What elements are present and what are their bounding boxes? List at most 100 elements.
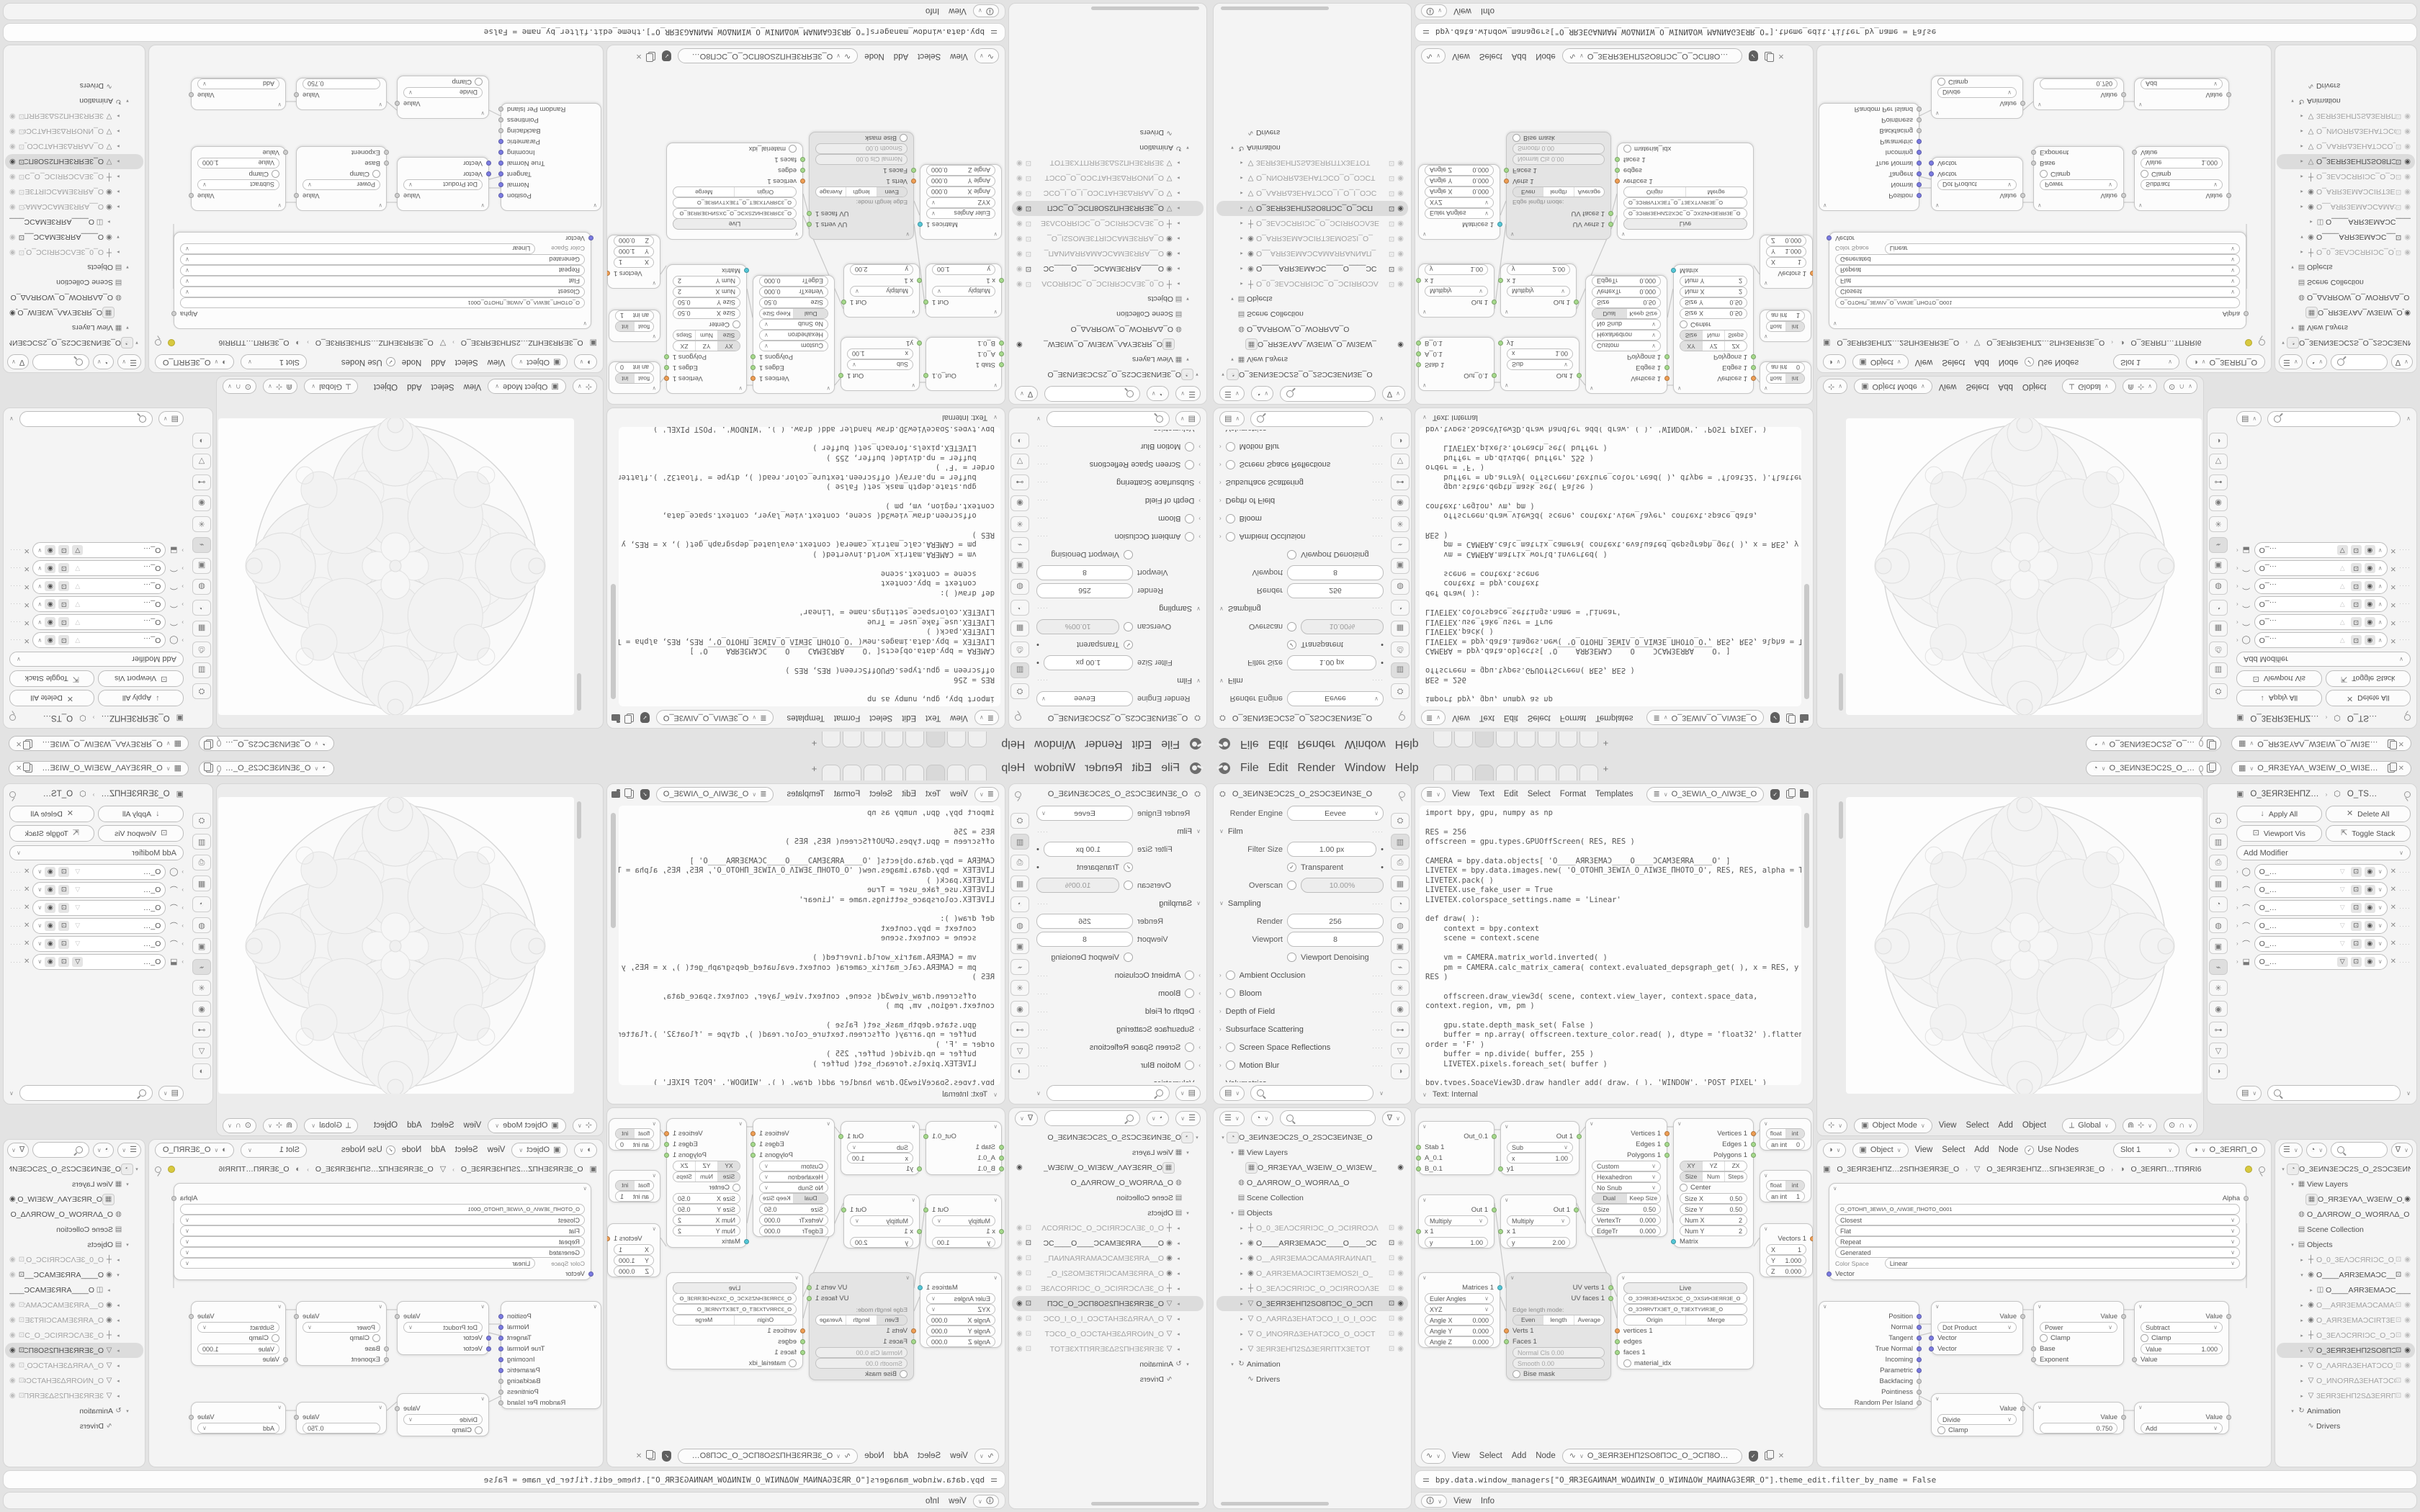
socket-output-dot[interactable] (498, 107, 503, 112)
node-tree-datablock[interactable]: ∿∨ O_3EЯR3EHП2SO8ПƆC_O_ƆCП8OS2ПH3EЯR3E_O (1561, 1448, 1742, 1464)
enum-select[interactable]: Custom ∨ (759, 1161, 828, 1171)
socket-output-dot[interactable] (1917, 1314, 1922, 1319)
node-menu-select[interactable]: Select (918, 1452, 941, 1460)
outliner-item[interactable]: ▾◔O_3EИN3EƆC2S_O_2SƆC3EИN3E_O (5, 336, 143, 351)
enum-select[interactable]: Linear ∨ (180, 1258, 536, 1269)
outliner-search-input[interactable] (32, 354, 89, 370)
prop-checkbox[interactable]: Viewport Denoising (1287, 550, 1384, 559)
segmented-buttons[interactable]: float int (615, 321, 654, 332)
drag-dots-icon[interactable]: ···· (9, 582, 21, 590)
socket-input-dot[interactable] (917, 1229, 922, 1234)
tab-modifiers[interactable]: ⌁ (1391, 537, 1410, 553)
viewport-menu-object[interactable]: Object (373, 1121, 398, 1130)
camera-badge-icon[interactable]: ◉ (1016, 204, 1023, 212)
node[interactable]: ∨ Value Subtract ∨ Clamp Value 1.000 Value (2132, 146, 2231, 211)
expand-icon[interactable]: ▸ (117, 143, 120, 149)
tab-tool[interactable]: ⛭ (1010, 813, 1029, 829)
modifier-row[interactable]: › ⌒ O_… ▽ ⊡ ◉ ∨ ✕ ···· (2231, 577, 2416, 595)
pin-icon[interactable] (2198, 740, 2203, 747)
render-toggle[interactable]: ◉ (45, 956, 56, 967)
section-subsurface-scattering[interactable]: › Subsurface Scattering ···· (1214, 1020, 1389, 1038)
enum-select[interactable]: Divide ∨ (1937, 87, 2017, 98)
outliner-item[interactable]: ▸┼O_0_3EΛƆCЯRIƆC_O_ƆCIЯROƆΛ⊡◉ (5, 245, 143, 260)
checkbox[interactable] (789, 1359, 797, 1367)
render-toggle[interactable]: ◉ (2364, 581, 2375, 592)
socket-input-dot[interactable] (1504, 168, 1509, 173)
number-field[interactable]: y 1.00 (1425, 264, 1488, 275)
use-nodes-checkbox[interactable]: ✓ Use Nodes (341, 1145, 395, 1155)
tab-particles[interactable]: ✳ (192, 516, 211, 532)
node[interactable]: ∨ Value Add ∨ (189, 78, 286, 110)
close-icon[interactable]: ✕ (1778, 52, 1785, 60)
editor-type-button[interactable]: ∿ ∨ (974, 1448, 999, 1464)
monitor-icon[interactable]: ⊡ (1388, 1224, 1395, 1232)
socket-output-dot[interactable] (498, 1336, 503, 1341)
apply-all-button[interactable]: ↓ Apply All (98, 806, 184, 822)
socket-output-dot[interactable] (1917, 1325, 1922, 1330)
camera-badge-icon[interactable]: ◉ (2404, 1377, 2411, 1385)
outliner-item[interactable]: ▸▽O_3EЯR3EHП2SO8ПƆC_O_ƆCП⊡◉ (2277, 1343, 2415, 1358)
enum-select[interactable]: Closest ∨ (1835, 287, 2240, 297)
enum-select[interactable]: Repeat ∨ (1835, 1236, 2240, 1247)
text-menu-format[interactable]: Format (833, 790, 861, 798)
realtime-toggle[interactable]: ⊡ (2350, 599, 2362, 610)
outliner-item[interactable]: ▸▽O_3EЯR3EHП2SO8ПƆC_O_ƆCП⊡◉ (1216, 201, 1408, 216)
collapse-icon[interactable]: ▾ (1186, 356, 1189, 362)
segment-button[interactable]: Average (1577, 189, 1601, 196)
collapse-icon[interactable]: ∨ (480, 110, 485, 117)
camera-badge-icon[interactable]: ◉ (9, 188, 16, 196)
socket-output-dot[interactable] (1664, 354, 1670, 359)
camera-view-region[interactable] (218, 418, 574, 715)
camera-badge-icon[interactable]: ◉ (1016, 1224, 1023, 1232)
tab-render[interactable]: ▥ (1010, 834, 1029, 850)
modifier-name-field[interactable]: O_… ▽ ⊡ ◉ ∨ (32, 632, 166, 649)
socket-output-dot[interactable] (664, 1142, 669, 1147)
socket-output-dot[interactable] (1751, 1131, 1756, 1136)
enum-select[interactable]: Hexahedron ∨ (1592, 1171, 1661, 1182)
display-mode-button[interactable]: ▤ ∨ (2236, 411, 2262, 427)
realtime-toggle[interactable]: ⊡ (2350, 563, 2362, 574)
expand-icon[interactable]: ▸ (2300, 174, 2303, 179)
pin-icon[interactable] (1015, 714, 1021, 721)
expand-icon[interactable]: ▸ (117, 113, 120, 119)
socket-input-dot[interactable] (486, 1336, 491, 1341)
segmented-buttons[interactable]: Size Num Steps (1680, 330, 1747, 341)
outliner-item[interactable]: ▾ ▤ Objects (5, 260, 143, 275)
modifier-name-field[interactable]: O_… ▽ ⊡ ◉ ∨ (32, 542, 166, 559)
section-toggle[interactable] (1225, 532, 1235, 541)
segmented-buttons[interactable]: Origin Merge (1623, 186, 1747, 197)
segment-button[interactable]: Merge (695, 1316, 713, 1323)
section-toggle[interactable] (1185, 971, 1195, 980)
collapse-icon[interactable]: ∨ (652, 1120, 657, 1127)
prop-field[interactable]: 1.00 px (1287, 842, 1377, 857)
chevron-down-icon[interactable]: ∨ (2378, 583, 2383, 590)
segment-button[interactable]: Keep Size (1629, 310, 1658, 318)
socket-output-dot[interactable] (750, 1153, 756, 1158)
checkbox[interactable] (372, 1334, 380, 1342)
editor-type-button[interactable]: ≣ ∨ (1421, 786, 1446, 802)
outliner-item[interactable]: ∿ Drivers (2277, 78, 2415, 94)
outliner-item[interactable]: ▸◉O_AЯR3EMAƆCIRT3EMOS2I_O_⊡◉ (1012, 231, 1204, 246)
collapse-icon[interactable]: ▾ (117, 1272, 120, 1278)
outliner-item[interactable]: ▾ ↻ Animation (2277, 1403, 2415, 1418)
collapse-icon[interactable]: ∨ (1422, 309, 1427, 315)
segmented-buttons[interactable]: Origin Merge (673, 1315, 797, 1326)
expand-icon[interactable]: ▸ (1240, 175, 1243, 181)
node-menu-add[interactable]: Add (1511, 52, 1527, 60)
socket-input-dot[interactable] (1827, 1272, 1832, 1277)
expand-icon[interactable]: ▸ (2300, 1348, 2303, 1354)
modifier-row[interactable]: › ⌒ O_… ▽ ⊡ ◉ ∨ ✕ ···· (4, 613, 189, 631)
camera-badge-icon[interactable]: ◉ (2404, 112, 2411, 120)
collapse-icon[interactable]: ∨ (1590, 385, 1594, 392)
collapse-icon[interactable]: ∨ (277, 1404, 282, 1410)
modifier-row[interactable]: › ⌒ O_… ▽ ⊡ ◉ ∨ ✕ ···· (4, 917, 189, 935)
outliner-item[interactable]: ▸▽O_ИNOЯRΔ3EHATƆCO_O_OƆCT⊡◉ (5, 1373, 143, 1388)
enum-select[interactable]: Custom ∨ (759, 341, 828, 351)
node[interactable]: ∨ Alpha O_OTOHП_3EWIΛ_O_ΛIW3E_ПHOTO_O001 Cl… (171, 232, 593, 329)
monitor-icon[interactable]: ⊡ (1388, 189, 1395, 197)
text-menu-templates[interactable]: Templates (786, 790, 825, 798)
modifier-row[interactable]: › ⌒ O_… ▽ ⊡ ◉ ∨ ✕ ···· (2231, 595, 2416, 613)
camera-badge-icon[interactable]: ◉ (9, 1301, 16, 1309)
node[interactable]: ∨ Out_0.1 Stab 1 A_0.1 B_0.1 (923, 1121, 1004, 1175)
